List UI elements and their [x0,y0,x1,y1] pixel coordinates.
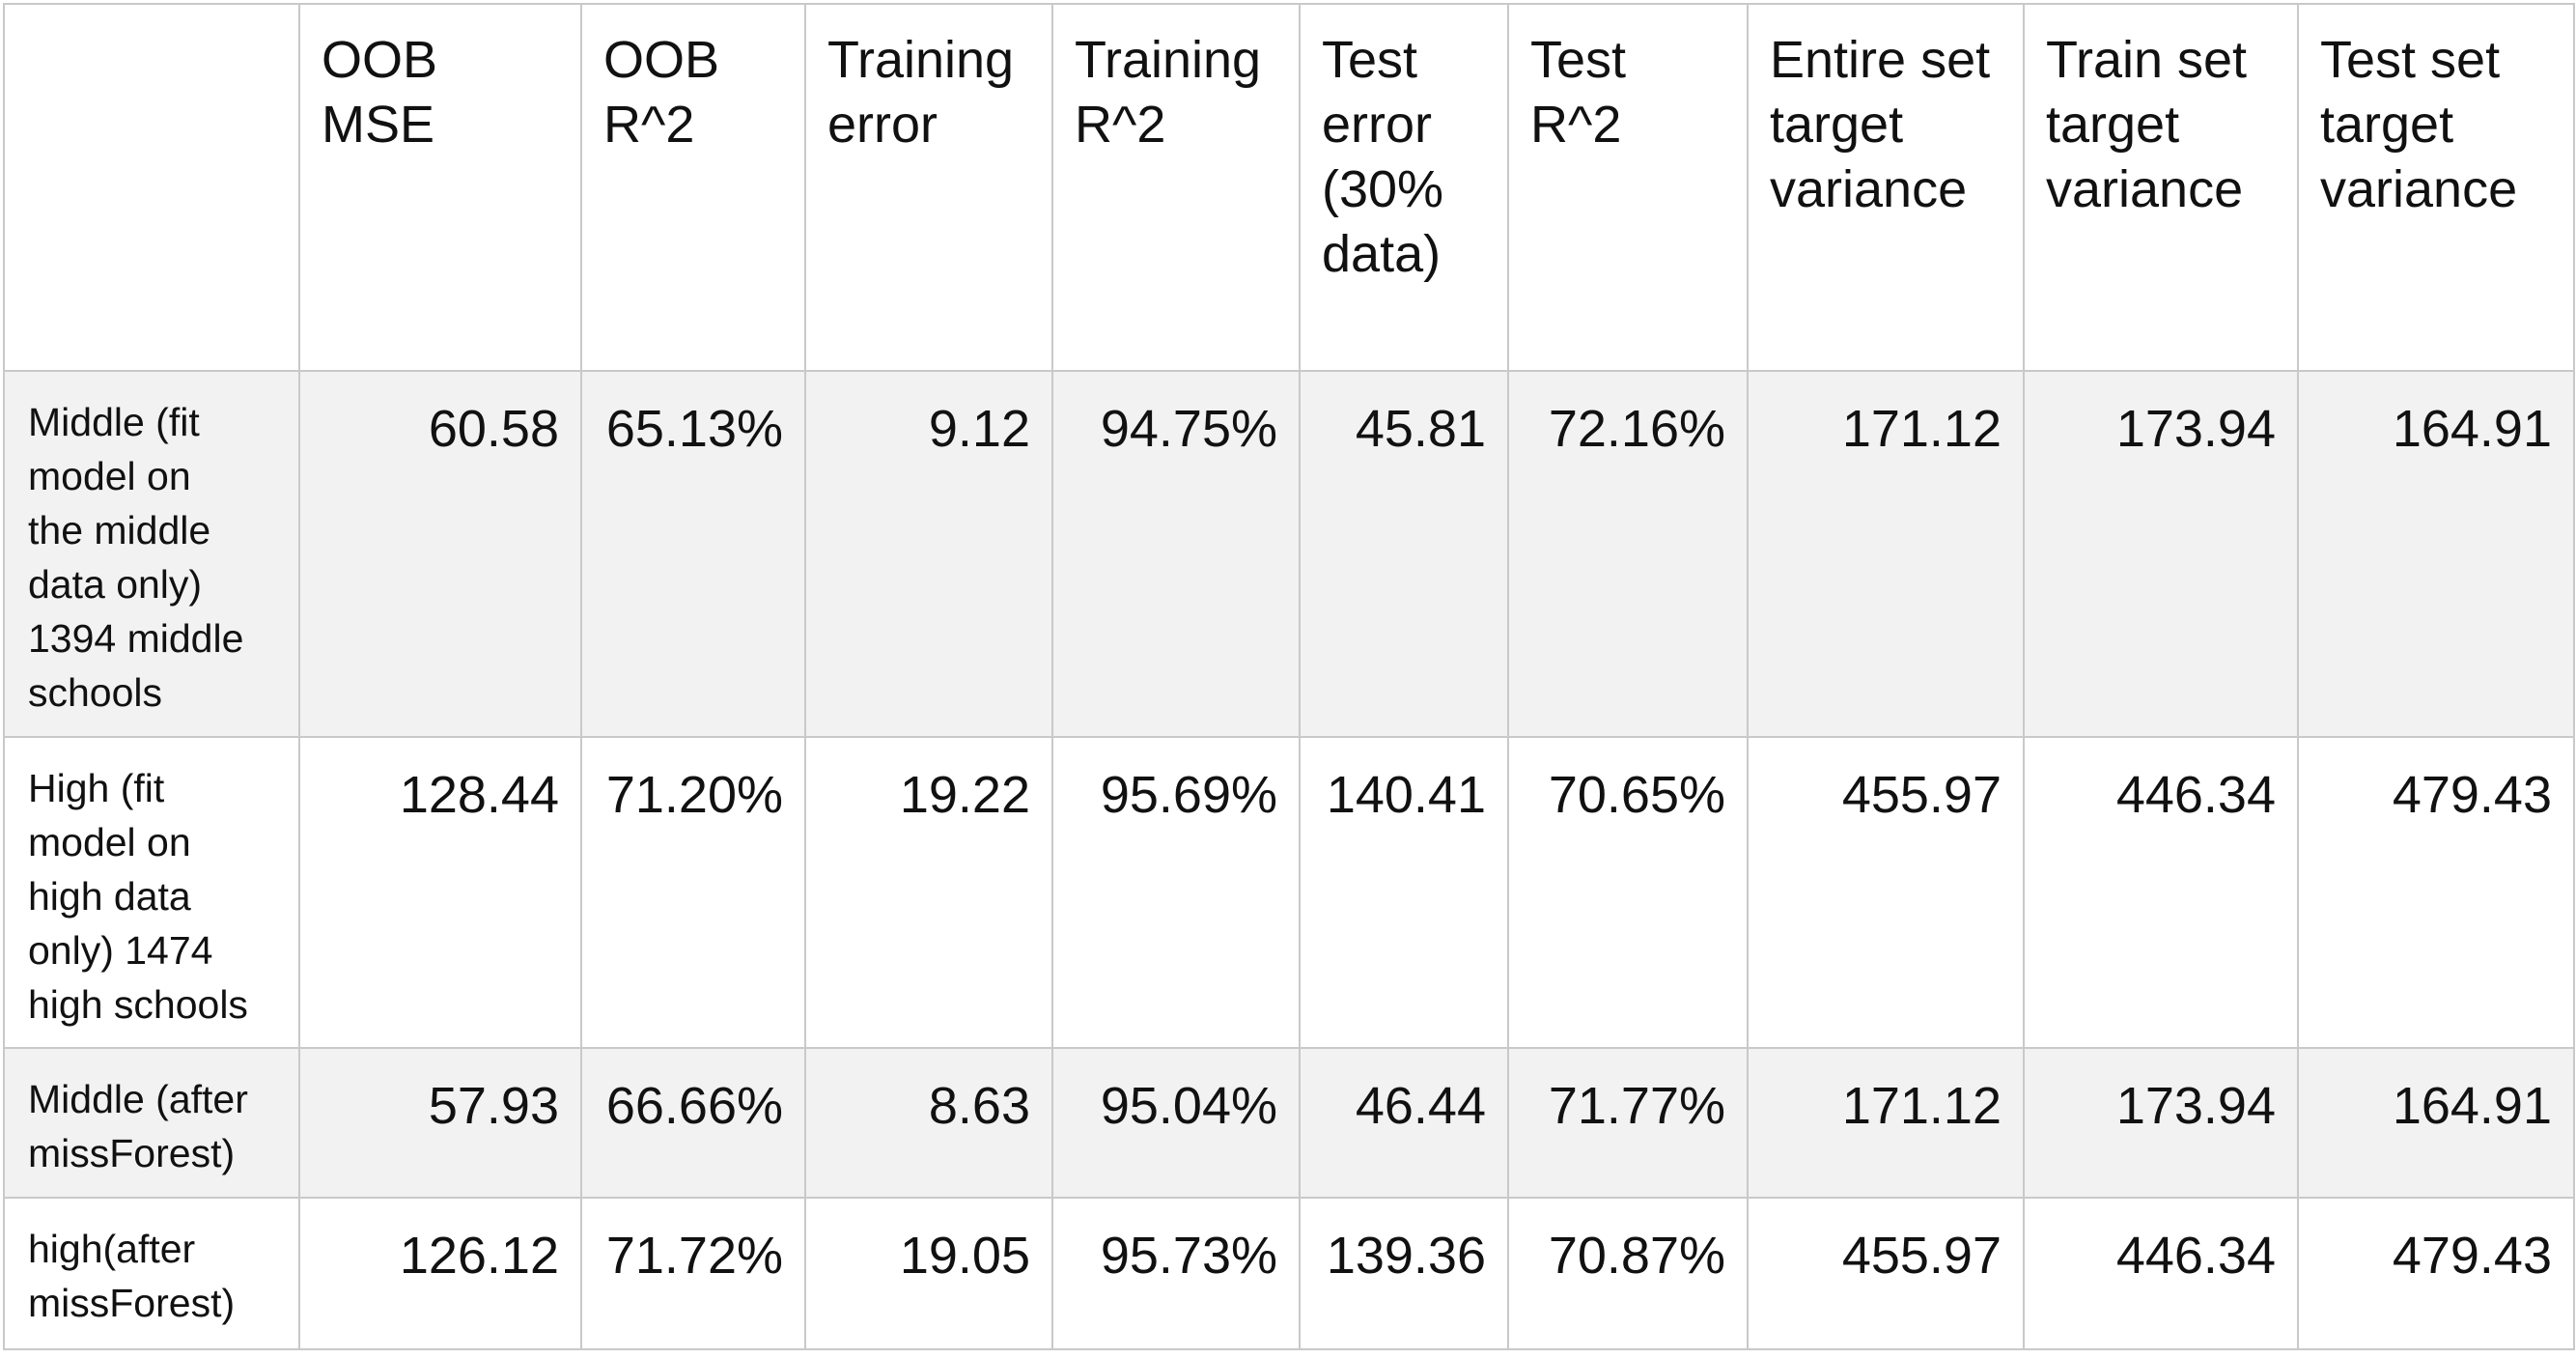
cell-oob-mse: 57.93 [298,1047,582,1199]
results-table: OOB MSE OOB R^2 Training error Training … [3,3,2575,1350]
cell-test-set-variance: 164.91 [2297,1047,2575,1199]
cell-oob-r2: 71.72% [580,1197,806,1350]
column-header-train-set-variance: Train set target variance [2023,3,2299,372]
table-row-high-missforest: high(after missForest) 126.12 71.72% 19.… [3,1197,2575,1350]
cell-entire-set-variance: 455.97 [1747,736,2025,1049]
cell-training-error: 19.05 [804,1197,1053,1350]
cell-training-error: 8.63 [804,1047,1053,1199]
cell-oob-mse: 128.44 [298,736,582,1049]
column-header-test-error: Test error (30% data) [1299,3,1509,372]
cell-train-set-variance: 446.34 [2023,736,2299,1049]
table-row-middle-missforest: Middle (after missForest) 57.93 66.66% 8… [3,1047,2575,1199]
table-row-middle-fit: Middle (fit model on the middle data onl… [3,370,2575,738]
row-label: Middle (fit model on the middle data onl… [3,370,300,738]
cell-test-error: 139.36 [1299,1197,1509,1350]
column-header-test-set-variance: Test set target variance [2297,3,2575,372]
cell-training-r2: 95.73% [1051,1197,1301,1350]
cell-train-set-variance: 173.94 [2023,370,2299,738]
row-label: High (fit model on high data only) 1474 … [3,736,300,1049]
cell-test-r2: 70.87% [1507,1197,1749,1350]
cell-oob-mse: 126.12 [298,1197,582,1350]
cell-oob-r2: 65.13% [580,370,806,738]
row-label: Middle (after missForest) [3,1047,300,1199]
header-row: OOB MSE OOB R^2 Training error Training … [3,3,2575,372]
cell-entire-set-variance: 455.97 [1747,1197,2025,1350]
cell-test-error: 140.41 [1299,736,1509,1049]
column-header-oob-r2: OOB R^2 [580,3,806,372]
cell-test-r2: 71.77% [1507,1047,1749,1199]
cell-train-set-variance: 173.94 [2023,1047,2299,1199]
cell-entire-set-variance: 171.12 [1747,1047,2025,1199]
column-header-entire-set-variance: Entire set target variance [1747,3,2025,372]
cell-training-r2: 94.75% [1051,370,1301,738]
cell-test-set-variance: 479.43 [2297,1197,2575,1350]
cell-test-set-variance: 479.43 [2297,736,2575,1049]
cell-training-error: 19.22 [804,736,1053,1049]
column-header-oob-mse: OOB MSE [298,3,582,372]
cell-training-error: 9.12 [804,370,1053,738]
row-label: high(after missForest) [3,1197,300,1350]
cell-oob-mse: 60.58 [298,370,582,738]
cell-oob-r2: 71.20% [580,736,806,1049]
corner-cell [3,3,300,372]
cell-test-r2: 70.65% [1507,736,1749,1049]
table-row-high-fit: High (fit model on high data only) 1474 … [3,736,2575,1049]
cell-training-r2: 95.04% [1051,1047,1301,1199]
cell-train-set-variance: 446.34 [2023,1197,2299,1350]
column-header-test-r2: Test R^2 [1507,3,1749,372]
cell-training-r2: 95.69% [1051,736,1301,1049]
cell-test-set-variance: 164.91 [2297,370,2575,738]
cell-test-error: 46.44 [1299,1047,1509,1199]
cell-test-r2: 72.16% [1507,370,1749,738]
cell-oob-r2: 66.66% [580,1047,806,1199]
column-header-training-r2: Training R^2 [1051,3,1301,372]
cell-entire-set-variance: 171.12 [1747,370,2025,738]
cell-test-error: 45.81 [1299,370,1509,738]
column-header-training-error: Training error [804,3,1053,372]
